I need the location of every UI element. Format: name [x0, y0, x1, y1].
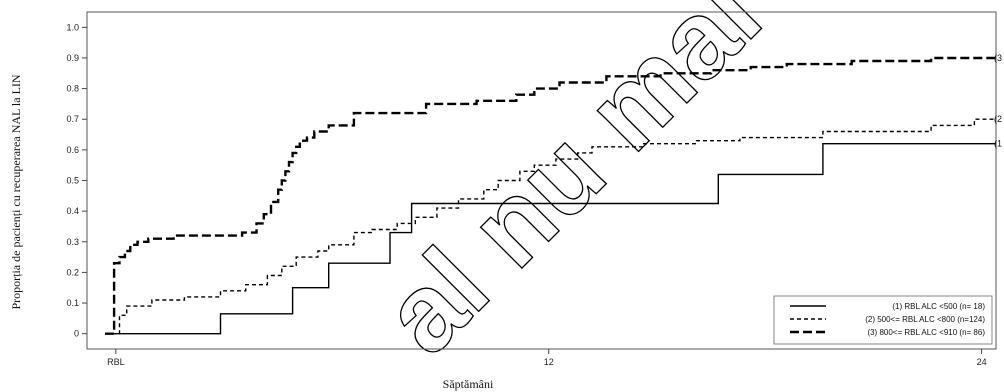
legend: (1) RBL ALC <500 (n= 18) (2) 500<= RBL AL… [773, 295, 993, 345]
y-tick-label-0-7: 0.7 [66, 114, 79, 124]
series-end-label-1: (1 [994, 139, 1002, 149]
y-axis-label: Proporția de pacienți cu recuperarea NAL… [9, 74, 23, 309]
y-tick-label-0-5: 0.5 [66, 176, 79, 186]
y-tick-label-0-4: 0.4 [66, 206, 79, 216]
y-tick-label-0-6: 0.6 [66, 145, 79, 155]
legend-items: (1) RBL ALC <500 (n= 18) (2) 500<= RBL AL… [790, 302, 985, 337]
x-tick-label-24: 24 [977, 357, 987, 367]
y-tick-label-0-9: 0.9 [66, 53, 79, 63]
series-line-1 [105, 143, 996, 335]
series-end-label-3: (3 [994, 53, 1002, 63]
y-tick-label-0: 0 [74, 329, 79, 339]
y-tick-label-0-3: 0.3 [66, 237, 79, 247]
y-tick-label-0-1: 0.1 [66, 298, 79, 308]
series-end-label-2: (2 [994, 114, 1002, 124]
series-line-3 [105, 56, 996, 335]
legend-box [773, 295, 993, 345]
end-labels: (1 (2 (3 [994, 53, 1002, 149]
y-tick-label-0-8: 0.8 [66, 84, 79, 94]
legend-label-2: (2) 500<= RBL ALC <800 (n=124) [865, 315, 985, 324]
x-tick-label-12: 12 [544, 357, 554, 367]
x-axis: RBL 12 24 [107, 349, 987, 367]
y-axis: 0 0.1 0.2 0.3 0.4 0.5 0.6 0.7 0.8 0.9 1.0 [66, 22, 87, 339]
series-line-2 [105, 118, 996, 335]
y-tick-label-1-0: 1.0 [66, 22, 79, 32]
legend-label-3: (3) 800<= RBL ALC <910 (n= 86) [867, 328, 985, 337]
legend-label-1: (1) RBL ALC <500 (n= 18) [892, 302, 985, 311]
x-tick-label-rbl: RBL [107, 357, 125, 367]
series-layer [105, 56, 996, 335]
x-axis-label: Săptămâni [443, 377, 494, 391]
y-tick-label-0-2: 0.2 [66, 267, 79, 277]
